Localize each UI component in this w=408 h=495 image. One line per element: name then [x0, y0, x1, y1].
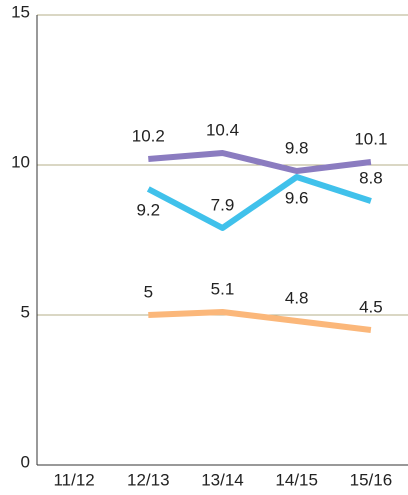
y-tick-label: 5	[21, 302, 30, 321]
x-tick-label: 13/14	[201, 470, 244, 489]
series-line	[148, 150, 372, 174]
data-label: 5.1	[211, 279, 235, 298]
data-label: 9.6	[285, 188, 309, 207]
x-tick-label: 15/16	[350, 470, 393, 489]
x-tick-label: 11/12	[53, 470, 94, 489]
y-tick-label: 15	[11, 2, 30, 21]
data-label: 9.8	[285, 138, 309, 157]
data-label: 7.9	[211, 195, 235, 214]
series-line	[146, 174, 372, 231]
data-label: 10.1	[354, 129, 387, 148]
data-label: 8.8	[359, 168, 383, 187]
data-label: 10.2	[132, 126, 165, 145]
data-label: 10.4	[206, 120, 239, 139]
data-label: 4.5	[359, 297, 383, 316]
series-line	[148, 309, 372, 333]
x-tick-label: 12/13	[127, 470, 170, 489]
data-label: 4.8	[285, 288, 309, 307]
y-tick-label: 0	[21, 452, 30, 471]
y-tick-label: 10	[11, 152, 30, 171]
data-label: 5	[144, 282, 153, 301]
data-label: 9.2	[136, 200, 160, 219]
x-tick-label: 14/15	[275, 470, 318, 489]
